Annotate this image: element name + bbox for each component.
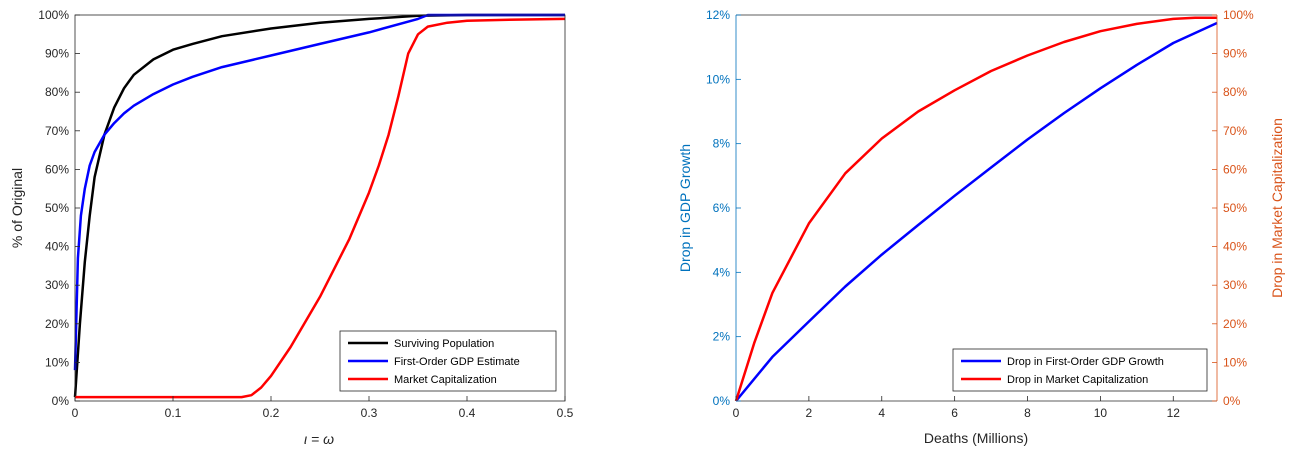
legend-label-drop-market-cap: Drop in Market Capitalization <box>1007 374 1148 386</box>
y-ticks-left-axis: 0% 2% 4% 6% 8% 10% 12% <box>706 8 741 408</box>
plot-area-right <box>736 15 1217 401</box>
x-ticks-right: 0 2 4 6 8 10 12 <box>733 396 1181 420</box>
right-chart-right-y-tick-label: 30% <box>1223 278 1247 292</box>
series-line-first-order-gdp-estimate <box>73 13 565 371</box>
right-x-tick-label: 8 <box>1024 406 1031 420</box>
y-ticks-left: 0% 10% 20% 30% 40% 50% 60% 70% 80% 90% 100% <box>38 8 80 408</box>
left-y-tick-label: 60% <box>45 162 69 176</box>
series-lines-right <box>734 16 1218 402</box>
x-axis-label-right: Deaths (Millions) <box>924 430 1028 446</box>
right-chart-right-y-tick-label: 0% <box>1223 394 1241 408</box>
right-chart-right-y-tick-label: 70% <box>1223 124 1247 138</box>
left-y-tick-label: 90% <box>45 47 69 61</box>
legend-left: Surviving Population First-Order GDP Est… <box>339 330 557 392</box>
chart-right: 0 2 4 6 8 10 12 0% 2% 4% 6% 8% 10% 12% 0% 10% 20% 30% 40… <box>677 8 1285 446</box>
right-x-tick-label: 10 <box>1094 406 1108 420</box>
left-x-tick-label: 0 <box>72 406 79 420</box>
y-ticks-right-axis: 0% 10% 20% 30% 40% 50% 60% 70% 80% 90% 100% <box>1212 8 1254 408</box>
left-x-tick-label: 0.2 <box>263 406 280 420</box>
series-lines-left <box>73 13 566 399</box>
legend-box-right <box>952 348 1208 392</box>
legend-label-surviving-population: Surviving Population <box>394 338 494 350</box>
legend-label-first-order-gdp-estimate: First-Order GDP Estimate <box>394 356 520 368</box>
x-ticks-left: 0 0.1 0.2 0.3 0.4 0.5 <box>72 396 574 420</box>
left-y-tick-label: 50% <box>45 201 69 215</box>
series-line-drop-in-first-order-gdp-growth <box>735 21 1218 402</box>
left-y-tick-label: 80% <box>45 85 69 99</box>
left-y-tick-label: 40% <box>45 240 69 254</box>
series-line-drop-in-market-capitalization <box>734 16 1217 402</box>
left-y-tick-label: 100% <box>38 8 69 22</box>
left-y-tick-label: 10% <box>45 355 69 369</box>
right-chart-right-y-tick-label: 80% <box>1223 85 1247 99</box>
chart-left: 0 0.1 0.2 0.3 0.4 0.5 0% 10% 20% 30% 40% 50% 60% 70%… <box>9 8 574 447</box>
series-line-market-capitalization <box>75 17 566 399</box>
right-chart-right-y-tick-label: 20% <box>1223 317 1247 331</box>
x-axis-label-left: ι = ω <box>304 431 334 447</box>
y-axis-label-left-axis: Drop in GDP Growth <box>677 144 693 272</box>
left-x-tick-label: 0.3 <box>361 406 378 420</box>
right-chart-right-y-tick-label: 60% <box>1223 162 1247 176</box>
right-x-tick-label: 0 <box>733 406 740 420</box>
legend-right: Drop in First-Order GDP Growth Drop in M… <box>952 348 1208 392</box>
right-chart-left-y-tick-label: 12% <box>706 8 730 22</box>
right-chart-left-y-tick-label: 6% <box>713 201 731 215</box>
right-chart-right-y-tick-label: 10% <box>1223 355 1247 369</box>
right-chart-right-y-tick-label: 40% <box>1223 240 1247 254</box>
right-x-tick-label: 6 <box>951 406 958 420</box>
right-chart-right-y-tick-label: 90% <box>1223 47 1247 61</box>
left-x-tick-label: 0.1 <box>165 406 182 420</box>
right-x-tick-label: 4 <box>878 406 885 420</box>
y-axis-label-left: % of Original <box>9 168 25 248</box>
left-x-tick-label: 0.5 <box>557 406 574 420</box>
right-x-tick-label: 2 <box>806 406 813 420</box>
right-chart-left-y-tick-label: 4% <box>713 265 731 279</box>
left-y-tick-label: 70% <box>45 124 69 138</box>
right-chart-left-y-tick-label: 0% <box>713 394 731 408</box>
legend-label-market-capitalization: Market Capitalization <box>394 374 497 386</box>
right-chart-left-y-tick-label: 10% <box>706 72 730 86</box>
right-chart-left-y-tick-label: 2% <box>713 330 731 344</box>
right-chart-left-y-tick-label: 8% <box>713 137 731 151</box>
left-x-tick-label: 0.4 <box>459 406 476 420</box>
left-y-tick-label: 0% <box>52 394 70 408</box>
right-chart-right-y-tick-label: 100% <box>1223 8 1254 22</box>
series-line-surviving-population <box>73 13 565 398</box>
left-y-tick-label: 20% <box>45 317 69 331</box>
right-chart-right-y-tick-label: 50% <box>1223 201 1247 215</box>
right-x-tick-label: 12 <box>1167 406 1181 420</box>
y-axis-label-right-axis: Drop in Market Capitalization <box>1269 118 1285 298</box>
legend-label-drop-gdp-growth: Drop in First-Order GDP Growth <box>1007 356 1164 368</box>
left-y-tick-label: 30% <box>45 278 69 292</box>
